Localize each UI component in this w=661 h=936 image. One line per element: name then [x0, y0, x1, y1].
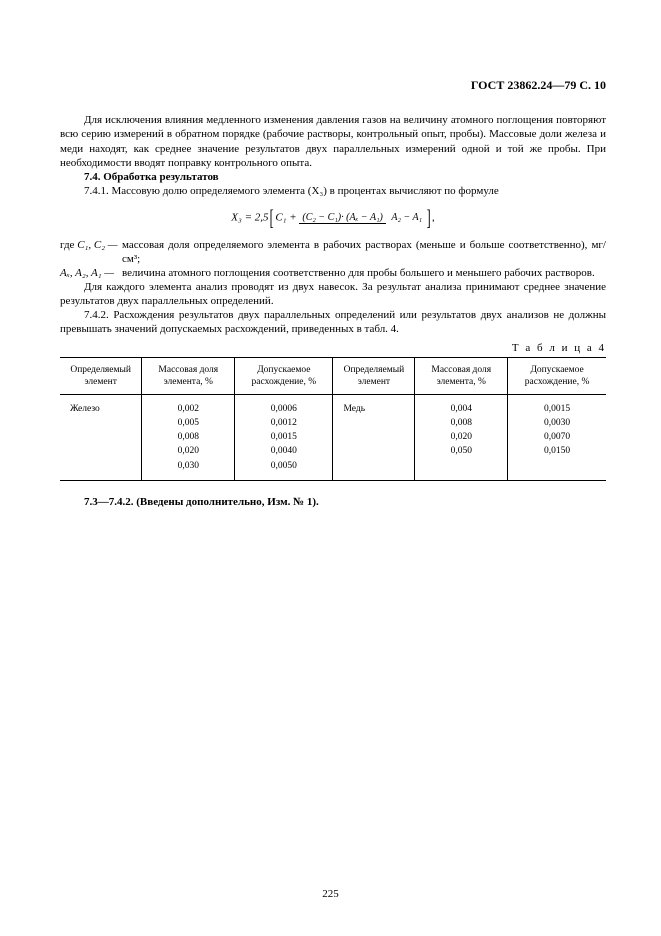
paragraph-7-4-2: 7.4.2. Расхождения результатов двух пара… [60, 308, 606, 336]
formula-numerator: (C₂ − C₁)· (Aₓ − A₁) [299, 212, 385, 224]
formula-lhs: X₃ = 2,5 [231, 211, 268, 223]
table-header-row: Определяемый элемент Массовая доля элеме… [60, 357, 606, 394]
th-5: Допускаемое расхождение, % [508, 357, 606, 394]
def-where: где C₁, C₂ — [60, 238, 122, 266]
formula-tail: , [432, 211, 435, 223]
formula-fraction: (C₂ − C₁)· (Aₓ − A₁) A₂ − A₁ [299, 212, 425, 225]
paragraph-avg: Для каждого элемента анализ проводят из … [60, 280, 606, 308]
table-row: 0,008 0,0015 0,020 0,0070 [60, 430, 606, 444]
th-3: Определяемый элемент [333, 357, 415, 394]
table-row: Железо 0,002 0,0006 Медь 0,004 0,0015 [60, 394, 606, 416]
formula-denominator: A₂ − A₁ [388, 212, 425, 223]
table-row: 0,005 0,0012 0,008 0,0030 [60, 416, 606, 430]
table-row: 0,030 0,0050 [60, 459, 606, 481]
th-2: Допускаемое расхождение, % [235, 357, 333, 394]
amendment-note: 7.3—7.4.2. (Введены дополнительно, Изм. … [60, 495, 606, 509]
bracket-left-icon: [ [270, 204, 274, 232]
th-0: Определяемый элемент [60, 357, 142, 394]
def2-text: величина атомного поглощения соответстве… [122, 266, 606, 280]
table-label: Т а б л и ц а 4 [60, 341, 606, 355]
page-number: 225 [0, 887, 661, 901]
formula-c1: C₁ + [275, 211, 296, 223]
th-1: Массовая доля элемента, % [142, 357, 235, 394]
definitions: где C₁, C₂ — массовая доля определяемого… [60, 238, 606, 280]
paragraph-intro: Для исключения влияния медленного измене… [60, 113, 606, 169]
bracket-right-icon: ] [427, 204, 431, 232]
table-row: 0,020 0,0040 0,050 0,0150 [60, 444, 606, 458]
def2-sym: Aₓ, A₂, A₁ — [60, 266, 122, 280]
th-4: Массовая доля элемента, % [415, 357, 508, 394]
heading-7-4: 7.4. Обработка результатов [60, 170, 606, 184]
page-header: ГОСТ 23862.24—79 С. 10 [60, 78, 606, 93]
formula: X₃ = 2,5 [ C₁ + (C₂ − C₁)· (Aₓ − A₁) A₂ … [60, 204, 606, 232]
def1-text: массовая доля определяемого элемента в р… [122, 238, 606, 266]
tolerance-table: Определяемый элемент Массовая доля элеме… [60, 357, 606, 481]
paragraph-7-4-1: 7.4.1. Массовую долю определяемого элеме… [60, 184, 606, 198]
